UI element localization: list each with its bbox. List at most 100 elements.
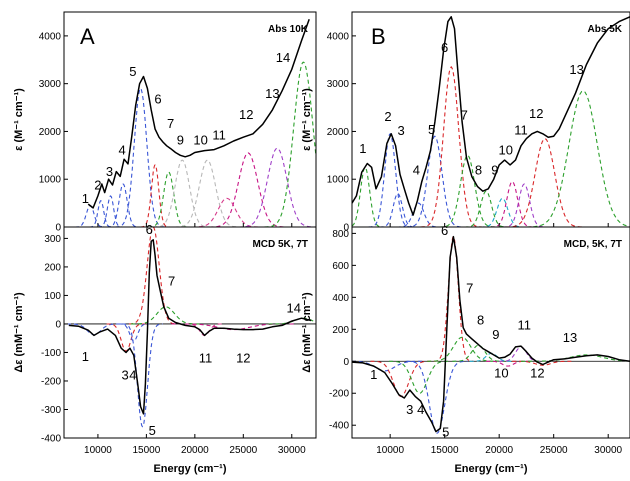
band-label-7: 7 [167, 116, 174, 131]
axes-frame [351, 226, 630, 439]
band-label-13: 13 [569, 62, 583, 77]
gaussian-band-1 [74, 204, 106, 227]
gaussian-band-2 [89, 200, 113, 227]
x-axis-title: Energy (cm⁻¹) [454, 463, 527, 475]
gaussian-band-1 [352, 166, 384, 227]
band-label-11: 11 [514, 122, 528, 137]
band-label-6: 6 [154, 92, 161, 107]
gaussian-band-3 [98, 195, 123, 227]
y-axis-title: ε (M⁻¹ cm⁻¹) [301, 88, 313, 151]
y-tick-label: 4000 [327, 31, 350, 42]
plot-area [74, 18, 316, 227]
band-label-10: 10 [193, 132, 207, 147]
gaussian-band-10 [490, 180, 535, 227]
y-tick-label: 800 [332, 229, 349, 240]
band-label-14: 14 [286, 301, 300, 316]
plot-area [352, 16, 630, 227]
y-tick-label: 300 [44, 234, 61, 245]
band-label-5: 5 [129, 64, 136, 79]
y-axis-title: Δε (mM⁻¹ cm⁻¹) [13, 292, 25, 373]
band-label-1: 1 [370, 367, 377, 382]
y-tick-label: 3000 [327, 79, 350, 90]
gaussian-band-3 [106, 323, 146, 352]
gaussian-band-12 [505, 137, 585, 227]
experimental-trace [68, 239, 312, 415]
gaussian-band-14 [264, 61, 316, 227]
y-tick-label: 1000 [327, 175, 350, 186]
gaussian-band-6 [140, 164, 170, 227]
y-tick-label: -100 [41, 348, 61, 359]
y-tick-label: -200 [41, 376, 61, 387]
gaussian-band-8 [464, 190, 508, 227]
gaussian-band-13 [521, 354, 630, 362]
x-tick-label: 20000 [485, 445, 513, 456]
panel-title: Abs 10K [268, 24, 309, 35]
band-label-9: 9 [177, 132, 184, 147]
gaussian-band-13 [526, 90, 630, 227]
y-tick-label: 100 [44, 291, 61, 302]
band-label-3: 3 [406, 402, 413, 417]
y-tick-label: -200 [329, 389, 349, 400]
band-label-7: 7 [466, 281, 473, 296]
panel-a-letter: A [80, 24, 95, 49]
band-label-13: 13 [265, 86, 279, 101]
gaussian-band-6 [129, 227, 178, 325]
gaussian-band-5 [122, 323, 163, 428]
x-axis-title: Energy (cm⁻¹) [153, 463, 226, 475]
band-label-2: 2 [384, 109, 391, 124]
plot-area [352, 235, 630, 434]
gaussian-band-5 [115, 87, 166, 227]
gaussian-band-11 [191, 197, 262, 227]
experimental-trace [352, 16, 630, 216]
band-label-7: 7 [461, 108, 468, 123]
band-label-7: 7 [168, 273, 175, 288]
band-label-4: 4 [129, 368, 136, 383]
x-tick-label: 30000 [594, 445, 622, 456]
band-label-2: 2 [94, 178, 101, 193]
gaussian-band-4 [106, 183, 140, 227]
band-label-10: 10 [494, 365, 508, 380]
chart-A-mcd: -400 -300 -200 -100 0 100 200 300 10000 15000 2000… [13, 222, 317, 475]
panel-b-letter: B [371, 24, 386, 49]
axes-frame [63, 226, 317, 439]
band-label-6: 6 [146, 222, 153, 237]
gaussian-band-11 [502, 183, 547, 227]
x-tick-label: 10000 [376, 445, 404, 456]
band-label-3: 3 [121, 368, 128, 383]
band-label-9: 9 [491, 162, 498, 177]
band-label-4: 4 [417, 402, 424, 417]
band-label-5: 5 [149, 423, 156, 438]
gaussian-band-9 [469, 352, 514, 362]
band-label-10: 10 [498, 142, 512, 157]
band-label-12: 12 [236, 350, 250, 365]
band-label-12: 12 [239, 107, 253, 122]
band-label-9: 9 [492, 327, 499, 342]
band-label-5: 5 [428, 122, 435, 137]
x-tick-label: 25000 [540, 445, 568, 456]
gaussian-band-7 [427, 336, 497, 362]
band-label-1: 1 [359, 141, 366, 156]
x-tick-label: 15000 [431, 445, 459, 456]
y-tick-label: 0 [343, 223, 349, 234]
gaussian-band-7 [439, 154, 496, 227]
y-tick-label: 200 [332, 325, 349, 336]
gaussian-band-2 [368, 132, 413, 227]
gaussian-band-8 [452, 344, 505, 362]
gaussian-band-12 [209, 152, 287, 227]
panel-title: MCD 5K, 7T [252, 239, 308, 250]
y-tick-label: -400 [41, 434, 61, 445]
chart-B-mcd: -400 -200 0 200 400 600 800 10000 15000 20000 2500… [301, 223, 630, 475]
band-label-4: 4 [119, 142, 126, 157]
band-label-8: 8 [477, 313, 484, 328]
band-label-1: 1 [82, 191, 89, 206]
y-tick-label: 0 [343, 357, 349, 368]
band-label-11: 11 [199, 350, 213, 365]
band-label-6: 6 [441, 40, 448, 55]
plot-area [64, 227, 316, 428]
panel-title: MCD, 5K, 7T [564, 239, 622, 250]
